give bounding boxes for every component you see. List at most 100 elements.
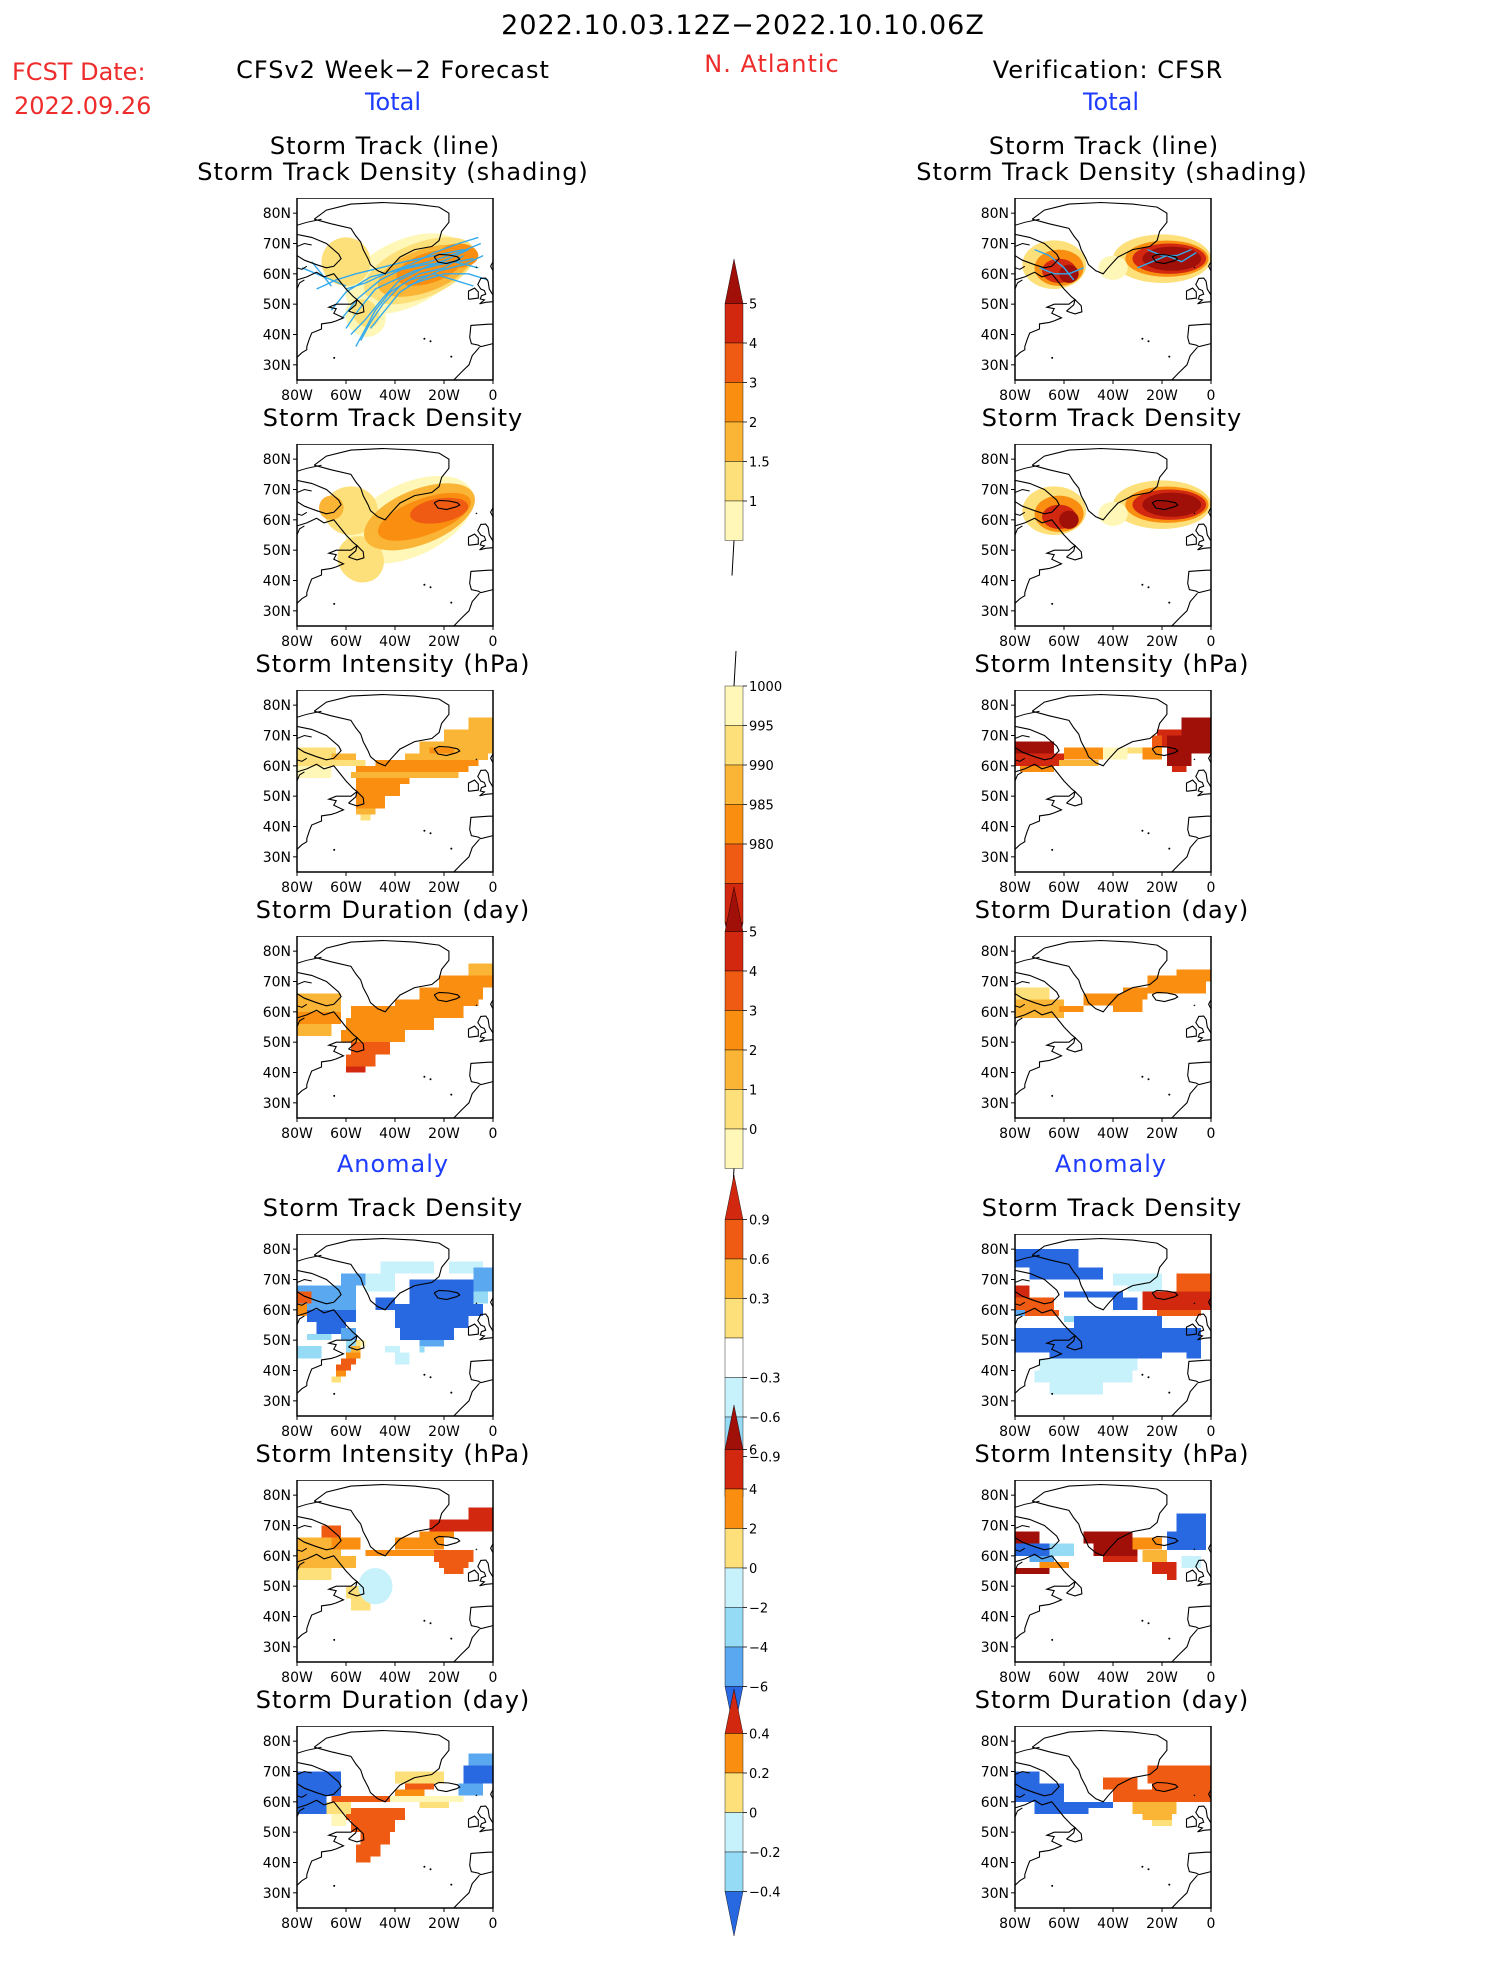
lat-tick-label: 80N — [263, 1242, 291, 1258]
coastline — [1195, 769, 1211, 797]
shaded-cell — [1054, 1783, 1060, 1802]
coastline — [297, 1761, 342, 1797]
shaded-cell — [404, 1328, 410, 1341]
shaded-cell — [1049, 741, 1055, 754]
coastline — [1185, 1025, 1197, 1038]
colorbar-box — [724, 1298, 744, 1339]
shaded-cell — [453, 771, 459, 778]
shaded-cell — [1103, 1555, 1109, 1562]
coastline — [1171, 1382, 1198, 1416]
shaded-cell — [1142, 987, 1148, 1000]
island — [1141, 1075, 1144, 1078]
shaded-cell — [1176, 753, 1182, 766]
shaded-cell — [1176, 1309, 1182, 1316]
shaded-cell — [1083, 1358, 1089, 1371]
storm-track-line — [407, 273, 489, 287]
shaded-cell — [1019, 741, 1025, 754]
shaded-cell — [1108, 1328, 1113, 1341]
lon-tick-label: 0 — [489, 388, 498, 404]
shaded-cell — [424, 1328, 430, 1341]
shaded-cell — [1122, 1358, 1128, 1371]
shaded-cell — [1103, 1328, 1109, 1341]
shaded-cell — [429, 759, 435, 766]
shaded-cell — [429, 1537, 435, 1550]
shaded-cell — [424, 1771, 430, 1784]
island — [1147, 1078, 1150, 1081]
colorbar-box — [724, 1607, 744, 1648]
shaded-cell — [414, 1261, 420, 1274]
coastline — [1015, 1770, 1030, 1775]
shaded-cell — [341, 1795, 346, 1802]
lon-tick-label: 80W — [999, 1670, 1031, 1686]
shaded-cell — [1098, 1358, 1104, 1371]
shaded-cell — [439, 1279, 444, 1304]
shaded-cell — [1181, 1555, 1187, 1568]
coastline — [348, 790, 365, 807]
shaded-cell — [346, 1273, 351, 1286]
colorbar-label: 0.6 — [749, 1253, 770, 1268]
lon-tick-label: 40W — [1097, 388, 1129, 404]
shaded-cell — [331, 1537, 337, 1550]
shaded-cell — [1142, 1315, 1148, 1328]
shaded-cell — [448, 1531, 454, 1538]
coastline — [1151, 253, 1179, 265]
shaded-cell — [370, 1054, 376, 1067]
island — [423, 337, 426, 340]
panel-title: Storm Track Density (shading) — [916, 158, 1308, 186]
island — [1051, 1094, 1054, 1097]
lon-tick-label: 20W — [428, 880, 460, 896]
shaded-cell — [1108, 1555, 1113, 1562]
coastline — [348, 544, 365, 561]
shaded-cell — [1122, 1543, 1128, 1556]
shaded-cell — [395, 1005, 400, 1018]
shaded-cell — [1152, 1273, 1158, 1286]
shaded-cell — [1059, 1352, 1064, 1359]
colorbar-label: 0 — [749, 1123, 757, 1138]
shaded-cell — [1117, 1543, 1123, 1556]
coastline — [467, 1025, 479, 1038]
lat-tick-label: 40N — [981, 328, 1009, 344]
coastline — [433, 499, 461, 511]
shaded-cell — [473, 1753, 479, 1766]
shaded-cell — [365, 771, 371, 778]
island — [429, 1622, 432, 1625]
shaded-cell — [1034, 753, 1040, 766]
shaded-cell — [448, 747, 454, 754]
shaded-cell — [468, 963, 474, 976]
coastline — [1193, 512, 1196, 515]
shaded-cell — [409, 1789, 415, 1796]
shaded-cell — [483, 1291, 489, 1304]
shaded-cell — [463, 1303, 469, 1316]
lon-tick-label: 60W — [330, 1670, 362, 1686]
verification-column-title: Verification: CFSR — [992, 56, 1224, 84]
coastline — [1207, 261, 1211, 272]
shaded-cell — [1024, 1328, 1030, 1341]
lon-tick-label: 0 — [489, 634, 498, 650]
shaded-cell — [1162, 1340, 1167, 1353]
coastline — [297, 1009, 358, 1096]
shaded-cell — [350, 1017, 356, 1030]
coastline — [1015, 763, 1076, 850]
shaded-cell — [1049, 1297, 1055, 1310]
lat-tick-label: 50N — [981, 1035, 1009, 1051]
shaded-cell — [429, 747, 435, 754]
colorbar-label: 2 — [749, 1044, 757, 1059]
shaded-cell — [350, 753, 356, 760]
coastline — [1171, 592, 1198, 626]
shaded-cell — [409, 1795, 415, 1802]
shaded-cell — [365, 1273, 371, 1292]
shaded-cell — [1103, 1370, 1109, 1383]
shaded-cell — [488, 717, 493, 730]
shaded-cell — [1108, 1543, 1113, 1556]
shaded-cell — [1024, 999, 1030, 1018]
shaded-cell — [1147, 1789, 1153, 1802]
coastline — [1031, 1729, 1168, 1803]
shaded-cell — [301, 747, 307, 766]
shaded-cell — [1171, 1765, 1177, 1784]
shaded-cell — [1049, 753, 1055, 766]
coastline — [453, 592, 480, 626]
shaded-cell — [404, 765, 410, 772]
shaded-cell — [1054, 1309, 1060, 1316]
